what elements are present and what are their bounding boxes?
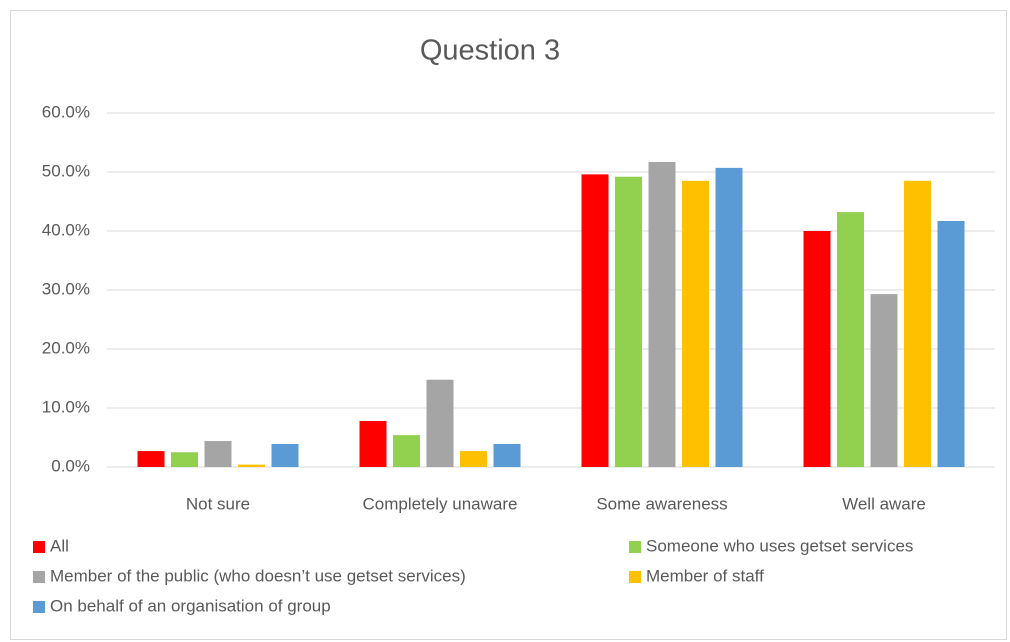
bar [171, 452, 198, 467]
bar [204, 441, 232, 467]
legend-label: Member of the public (who doesn’t use ge… [50, 566, 466, 585]
bar [715, 167, 743, 467]
bar [238, 464, 265, 467]
bar [870, 294, 898, 467]
legend-label: Someone who uses getset services [646, 536, 913, 555]
y-tick-label: 10.0% [42, 397, 90, 416]
bar [137, 451, 165, 467]
legend-label: On behalf of an organisation of group [50, 596, 331, 615]
bar [615, 176, 642, 467]
bar [493, 443, 521, 467]
bar [837, 212, 864, 467]
y-tick-label: 20.0% [42, 338, 90, 357]
x-tick-label: Completely unaware [363, 494, 518, 513]
legend-swatch [33, 571, 45, 583]
y-tick-label: 60.0% [42, 102, 90, 121]
legend-swatch [629, 571, 641, 583]
x-tick-label: Some awareness [596, 494, 727, 513]
bar [581, 174, 609, 468]
chart-title: Question 3 [420, 35, 560, 67]
bar [682, 180, 709, 467]
bar [904, 180, 931, 467]
y-tick-label: 40.0% [42, 220, 90, 239]
x-tick-label: Not sure [186, 494, 250, 513]
x-tick-label: Well aware [842, 494, 926, 513]
legend-swatch [33, 601, 45, 613]
bar [460, 451, 487, 467]
y-tick-label: 50.0% [42, 161, 90, 180]
legend-label: All [50, 536, 69, 555]
y-tick-label: 30.0% [42, 279, 90, 298]
bar [271, 443, 299, 467]
y-tick-label: 0.0% [51, 456, 90, 475]
legend-swatch [629, 541, 641, 553]
legend-label: Member of staff [646, 566, 764, 585]
bar [426, 379, 454, 467]
bar [393, 435, 420, 467]
bar [937, 220, 965, 467]
legend-swatch [33, 541, 45, 553]
bar [359, 420, 387, 467]
bar [648, 161, 676, 467]
bar [803, 231, 831, 467]
